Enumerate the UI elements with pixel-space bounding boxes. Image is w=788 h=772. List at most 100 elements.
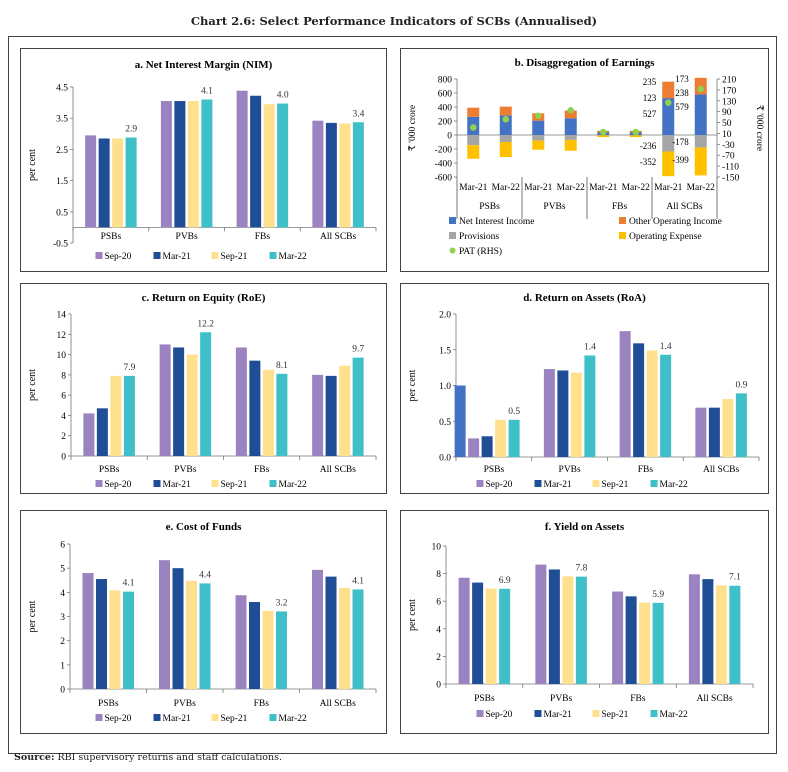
bar-net-interest-income [662,98,675,135]
y-tick-label: 8 [436,570,441,580]
data-label: 4.1 [352,576,364,586]
y-tick-label: 6 [436,598,441,608]
bar-sep-20 [543,369,555,457]
bar-sep-20 [312,120,324,228]
source-note: Source: RBI supervisory returns and staf… [14,752,282,763]
y2-tick-label: 210 [722,76,737,86]
bar-mar-22 [508,419,520,457]
y-axis-label: per cent [407,599,418,631]
y-tick-label: 2.0 [439,311,451,321]
bar-sep-21 [109,590,121,689]
legend-label: Sep-21 [602,710,629,720]
bar-mar-21 [249,602,260,689]
bar-sep-20 [312,374,324,456]
bar-mar-22 [201,99,213,228]
bar-net-interest-income [532,120,545,135]
bar-mar-22 [352,589,364,689]
legend-swatch [650,710,658,717]
y-tick-label: -600 [435,174,453,184]
bar-provisions [467,135,480,146]
bar-sep-20 [159,560,170,689]
pat-marker [599,128,607,136]
y-tick-label: 2.5 [56,146,68,156]
bar-mar-21 [98,138,110,228]
category-label: Mar-21 [524,183,553,193]
category-label: PVBs [550,694,572,704]
bar-provisions [564,135,577,140]
legend-swatch [95,480,103,487]
y2-tick-label: 50 [722,119,732,129]
bar-mar-21 [96,408,108,456]
legend-swatch [534,480,542,487]
bar-mar-21 [174,101,186,228]
legend-swatch [269,480,277,487]
source-label: Source: [14,752,55,763]
bar-sep-20 [619,331,631,457]
data-label: 4.1 [123,579,135,589]
category-label: All SCBs [320,465,356,475]
y2-axis-label: ₹ '000 crore [754,105,764,151]
data-label: 238 [675,88,689,98]
legend-label: PAT (RHS) [459,246,502,257]
legend-swatch [592,710,600,717]
category-label: Mar-21 [589,183,618,193]
legend-label: Sep-20 [105,252,132,262]
category-label: Mar-21 [459,183,488,193]
data-label: 12.2 [197,319,214,329]
category-label: PSBs [484,465,505,475]
data-label: 8.1 [276,361,288,371]
bar-mar-21 [625,596,637,684]
y-tick-label: -200 [435,146,453,156]
y-tick-label: 5 [60,565,65,575]
category-label: PSBs [101,232,122,242]
data-label: 0.9 [735,380,747,390]
pat-marker [697,85,705,93]
data-label: 3.2 [276,598,288,608]
bar-provisions [662,135,675,152]
panel-yield-on-assets: f. Yield on Assets per cent 0 2 4 6 8 10 PSBs 6.9… [400,510,769,734]
category-label: Mar-22 [687,183,716,193]
y-tick-label: 0.5 [56,208,68,218]
bar-sep-20 [82,573,94,689]
bar-mar-22 [575,576,587,684]
data-label: -352 [640,157,657,167]
y-tick-label: 4 [436,625,441,635]
bar-sep-21 [339,587,350,689]
y-tick-label: 2 [436,653,441,663]
category-label: PVBs [559,465,581,475]
source-text: RBI supervisory returns and staff calcul… [57,752,282,763]
group-label: FBs [612,202,628,212]
chart-title: c. Return on Equity (RoE) [142,292,266,304]
data-label: 4.1 [201,86,213,96]
category-label: Mar-22 [492,183,521,193]
data-label: -399 [672,155,689,165]
bar-sep-20 [160,101,172,228]
legend-swatch [476,480,484,487]
data-label: 2.9 [125,125,137,135]
y-axis-label: ₹ '000 crore [408,105,418,151]
category-label: PVBs [174,699,196,709]
bar-provisions [499,135,512,142]
bar-operating-expense [532,140,545,150]
y-tick-label: -400 [435,160,453,170]
bar-net-interest-income [564,118,577,135]
legend-label: Mar-21 [163,252,192,262]
category-label: All SCBs [697,694,733,704]
legend-label: Mar-22 [279,714,308,724]
legend-swatch [211,714,219,721]
bar-mar-21 [249,360,261,456]
bar-sep-20 [612,591,624,684]
y2-tick-label: 130 [722,97,737,107]
pat-marker [502,115,510,123]
pat-marker [567,107,575,114]
bar-mar-22 [735,393,747,457]
bar-sep-21 [715,585,727,684]
bar-operating-expense [629,135,642,138]
bar-mar-22 [499,588,511,684]
y2-tick-label: 170 [722,86,737,96]
bar-sep-20 [458,577,470,684]
legend-swatch [211,480,219,487]
bar-sep-20 [688,574,700,684]
category-label: FBs [254,699,270,709]
chart-title: f. Yield on Assets [545,521,625,533]
